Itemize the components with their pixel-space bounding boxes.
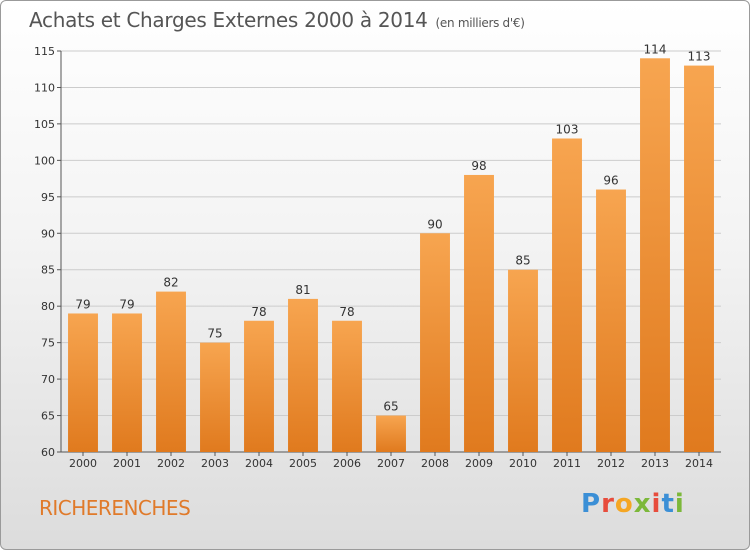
- bar: [684, 65, 714, 452]
- x-tick-label: 2002: [157, 457, 185, 470]
- logo-letter: i: [674, 489, 685, 519]
- proxiti-logo: Proxiti: [581, 489, 685, 519]
- bar: [596, 189, 626, 452]
- bar: [464, 174, 494, 453]
- y-tick-label: 85: [41, 264, 55, 277]
- data-label: 82: [163, 276, 178, 290]
- bar: [376, 415, 406, 452]
- y-tick-label: 75: [41, 337, 55, 350]
- data-label: 81: [295, 283, 310, 297]
- y-tick-label: 80: [41, 300, 55, 313]
- logo-letter: P: [581, 489, 602, 519]
- y-tick-label: 105: [34, 118, 55, 131]
- x-tick-label: 2010: [509, 457, 537, 470]
- y-tick-label: 70: [41, 373, 55, 386]
- x-tick-label: 2014: [685, 457, 713, 470]
- data-label: 78: [339, 305, 354, 319]
- data-label: 85: [515, 254, 530, 268]
- chart-title-text: Achats et Charges Externes 2000 à 2014: [29, 8, 428, 32]
- y-tick-label: 110: [34, 81, 55, 94]
- data-label: 75: [207, 327, 222, 341]
- x-tick-label: 2000: [69, 457, 97, 470]
- logo-letter: t: [661, 489, 675, 519]
- x-tick-label: 2001: [113, 457, 141, 470]
- data-label: 98: [471, 159, 486, 173]
- bar: [508, 269, 538, 452]
- y-tick-label: 100: [34, 154, 55, 167]
- data-label: 78: [251, 305, 266, 319]
- bar: [112, 313, 142, 452]
- bar: [640, 58, 670, 453]
- y-tick-label: 95: [41, 191, 55, 204]
- y-tick-label: 65: [41, 410, 55, 423]
- y-tick-label: 90: [41, 227, 55, 240]
- logo-letter: i: [651, 489, 662, 519]
- x-tick-label: 2005: [289, 457, 317, 470]
- data-label: 79: [75, 297, 90, 311]
- x-tick-label: 2013: [641, 457, 669, 470]
- data-label: 96: [603, 174, 618, 188]
- logo-letter: o: [614, 489, 634, 519]
- x-tick-label: 2006: [333, 457, 361, 470]
- bar: [200, 342, 230, 452]
- x-tick-label: 2012: [597, 457, 625, 470]
- bar: [156, 291, 186, 452]
- x-tick-label: 2008: [421, 457, 449, 470]
- x-tick-label: 2003: [201, 457, 229, 470]
- bar: [68, 313, 98, 452]
- bar: [420, 233, 450, 452]
- bar: [552, 138, 582, 452]
- bar: [288, 298, 318, 452]
- data-label: 113: [688, 50, 711, 64]
- y-tick-label: 115: [34, 45, 55, 58]
- logo-letter: r: [601, 489, 615, 519]
- bar: [244, 320, 274, 452]
- data-label: 114: [644, 42, 667, 56]
- logo-letter: x: [633, 489, 652, 519]
- chart-subtitle: (en milliers d'€): [435, 16, 525, 30]
- data-label: 65: [383, 400, 398, 414]
- x-tick-label: 2007: [377, 457, 405, 470]
- data-label: 79: [119, 297, 134, 311]
- x-tick-label: 2004: [245, 457, 273, 470]
- bar: [332, 320, 362, 452]
- chart-title: Achats et Charges Externes 2000 à 2014 (e…: [29, 8, 525, 32]
- data-label: 90: [427, 217, 442, 231]
- data-label: 103: [556, 122, 579, 136]
- x-tick-label: 2011: [553, 457, 581, 470]
- place-name: RICHERENCHES: [39, 496, 191, 520]
- x-tick-label: 2009: [465, 457, 493, 470]
- y-tick-label: 60: [41, 446, 55, 459]
